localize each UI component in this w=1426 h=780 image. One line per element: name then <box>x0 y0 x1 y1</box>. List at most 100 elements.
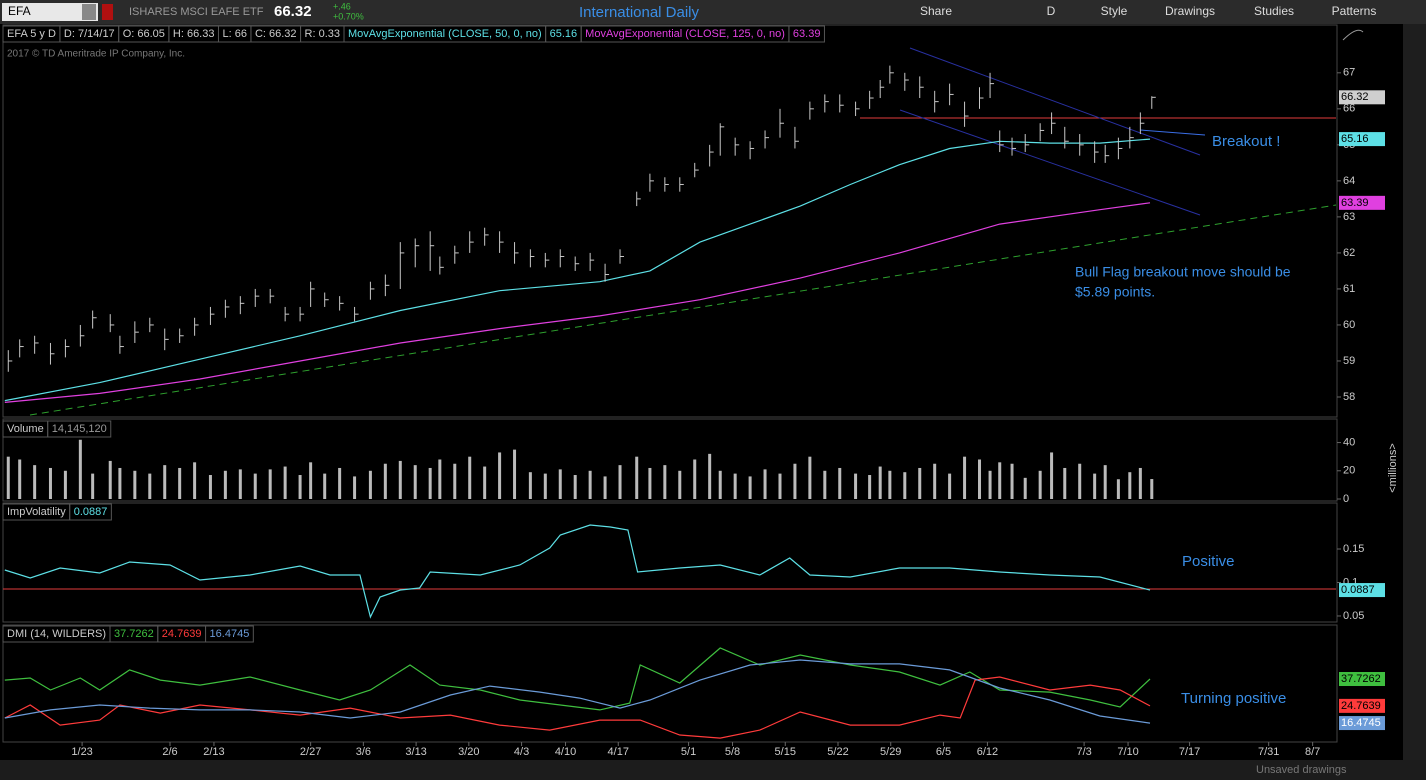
volume-bar <box>133 470 137 499</box>
value-badge-label: 65.16 <box>1341 133 1369 145</box>
volume-bar <box>933 463 937 499</box>
volume-bar <box>353 476 357 499</box>
volume-bar <box>998 462 1002 499</box>
header-label: ImpVolatility <box>7 506 66 518</box>
y-tick-label: 0.15 <box>1343 543 1364 555</box>
toolbar-button[interactable]: Patterns <box>1332 4 1377 18</box>
volume-bar <box>63 470 67 499</box>
volume-bar <box>693 459 697 499</box>
header-box <box>47 420 112 438</box>
channel-bottom[interactable] <box>899 109 1201 216</box>
volume-bar <box>323 473 327 499</box>
volume-bar <box>733 473 737 499</box>
y-tick-label: 59 <box>1343 355 1355 367</box>
volume-bar <box>1050 452 1054 499</box>
volume-bar <box>978 459 982 499</box>
header-label: 0.0887 <box>74 506 108 518</box>
value-badge <box>1339 716 1385 731</box>
header-label: MovAvgExponential (CLOSE, 125, 0, no) <box>585 28 785 40</box>
volume-bar <box>428 467 432 499</box>
toolbar-button[interactable]: Style <box>1101 4 1128 18</box>
volume-bar <box>398 460 402 499</box>
value-badge-label: 0.0887 <box>1341 584 1375 596</box>
scroll-icon[interactable] <box>1342 29 1364 41</box>
x-tick-label: 7/10 <box>1117 746 1138 758</box>
toolbar <box>0 0 1426 24</box>
toolbar-button[interactable]: Drawings <box>1165 4 1215 18</box>
volume-bar <box>635 456 639 499</box>
volume-bar <box>33 465 37 499</box>
volume-bar <box>603 476 607 499</box>
value-badge-label: 37.7262 <box>1341 673 1381 685</box>
volume-bar <box>298 475 302 499</box>
toolbar-button[interactable]: D <box>1047 4 1056 18</box>
toolbar-button[interactable]: Studies <box>1254 4 1294 18</box>
annotation: $5.89 points. <box>1075 284 1155 300</box>
toolbar-button[interactable]: Share <box>920 4 952 18</box>
unit-label: <millions> <box>1387 443 1399 493</box>
volume-bar <box>1116 479 1120 499</box>
volume-bar <box>1023 477 1027 499</box>
header-box <box>205 625 254 643</box>
y-tick-label: 62 <box>1343 247 1355 259</box>
volume-bar <box>854 473 858 499</box>
header-label: C: 66.32 <box>255 28 297 40</box>
volume-bar <box>808 456 812 499</box>
breakout-line[interactable] <box>1139 129 1206 136</box>
line-series <box>4 524 1151 619</box>
last-price: 66.32 <box>274 3 312 20</box>
description: ISHARES MSCI EAFE ETF <box>129 6 264 18</box>
header-label: R: 0.33 <box>305 28 340 40</box>
symbol[interactable]: EFA <box>8 4 31 18</box>
line-series <box>4 659 1151 724</box>
x-tick-label: 4/10 <box>555 746 576 758</box>
volume-bar <box>438 459 442 499</box>
x-tick-label: 5/22 <box>827 746 848 758</box>
volume-bar <box>708 453 712 499</box>
y-tick-label: 40 <box>1343 436 1355 448</box>
volume-bar <box>468 456 472 499</box>
x-tick-label: 1/23 <box>71 746 92 758</box>
volume-bar <box>498 452 502 499</box>
volume-bar <box>78 439 82 499</box>
volume-bar <box>868 475 872 499</box>
link-icon[interactable] <box>102 4 113 20</box>
header-label: Volume <box>7 423 44 435</box>
value-badge <box>1339 90 1385 105</box>
header-box <box>69 503 112 521</box>
volume-bar <box>793 463 797 499</box>
volume-bar <box>453 463 457 499</box>
volume-bar <box>413 465 417 499</box>
x-tick-label: 8/7 <box>1305 746 1320 758</box>
y-tick-label: 0.05 <box>1343 610 1364 622</box>
volume-bar <box>823 470 827 499</box>
volume-bar <box>268 469 272 499</box>
volume-bar <box>1138 467 1142 499</box>
value-badge-label: 63.39 <box>1341 197 1369 209</box>
volume-bar <box>1128 472 1132 499</box>
volume-bar <box>253 473 257 499</box>
volume-bar <box>618 465 622 499</box>
change: +.46 <box>333 1 351 11</box>
volume-bar <box>223 470 227 499</box>
volume-bar <box>1093 473 1097 499</box>
volume-bar <box>118 467 122 499</box>
volume-bar <box>1063 467 1067 499</box>
volume-bar <box>1010 463 1014 499</box>
x-tick-label: 5/15 <box>775 746 796 758</box>
x-tick-label: 4/17 <box>608 746 629 758</box>
trend-line[interactable] <box>29 204 1337 416</box>
symbol-dropdown[interactable] <box>82 4 96 20</box>
header-label: EFA 5 y D <box>7 28 56 40</box>
iv-panel <box>2 502 1338 623</box>
header-box <box>788 25 825 43</box>
volume-bar <box>903 472 907 499</box>
volume-bar <box>838 467 842 499</box>
status-text: Unsaved drawings <box>1256 764 1347 776</box>
volume-bar <box>178 467 182 499</box>
x-tick-label: 4/3 <box>514 746 529 758</box>
symbol-box[interactable] <box>2 3 98 21</box>
volume-bar <box>748 476 752 499</box>
channel-top[interactable] <box>909 47 1201 156</box>
